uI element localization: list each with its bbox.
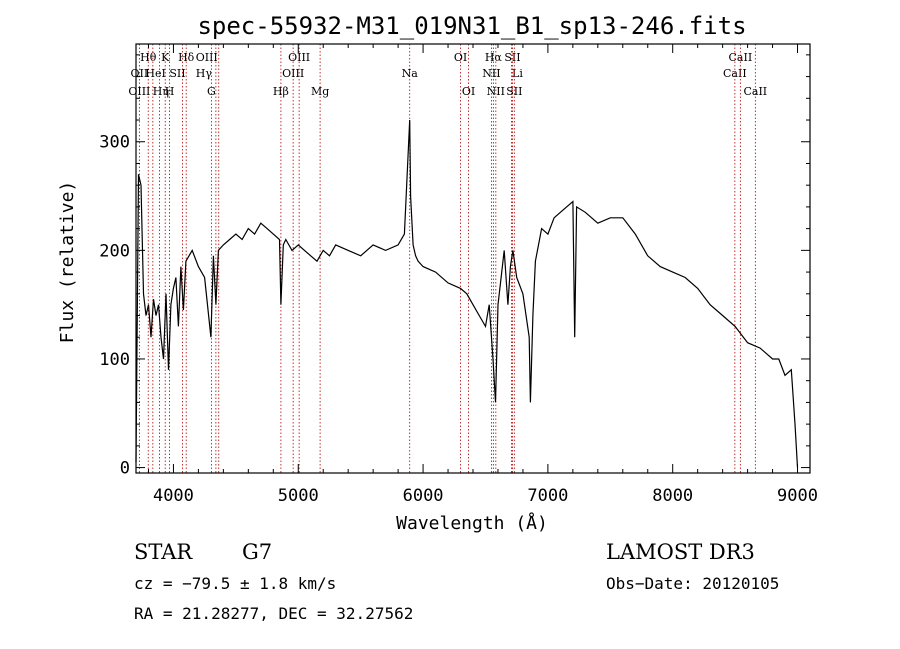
line-label: OI (462, 85, 475, 98)
x-axis-label: Wavelength (Å) (396, 512, 548, 534)
y-tick-label: 300 (99, 133, 130, 153)
observation-date: Obs−Date: 20120105 (606, 574, 779, 593)
redshift-velocity: cz = −79.5 ± 1.8 km/s (134, 574, 336, 593)
y-tick-label: 0 (120, 459, 130, 479)
line-label: K (161, 51, 170, 64)
line-label: Li (512, 67, 523, 80)
line-label: Hγ (196, 67, 213, 80)
y-tick-label: 200 (99, 241, 130, 261)
line-label: Hβ (273, 85, 289, 98)
line-label: Hδ (178, 51, 195, 64)
x-tick-label: 4000 (153, 486, 194, 506)
x-tick-label: 8000 (652, 486, 693, 506)
line-label: CaII (723, 67, 747, 80)
line-label: NII (487, 85, 505, 98)
line-label: Mg (311, 85, 329, 98)
line-label: OIII (128, 85, 150, 98)
coordinates: RA = 21.28277, DEC = 32.27562 (134, 604, 413, 623)
line-label: SII (169, 67, 185, 80)
line-label: Na (402, 67, 419, 80)
x-tick-label: 6000 (403, 486, 444, 506)
line-label: G (207, 85, 216, 98)
spectrum-line (135, 119, 799, 468)
line-label: H (165, 85, 175, 98)
line-label: SII (506, 85, 522, 98)
line-label: OIII (288, 51, 310, 64)
line-label: OIII (282, 67, 304, 80)
object-subclass: G7 (242, 540, 272, 564)
line-label: OIII (196, 51, 218, 64)
x-tick-label: 7000 (527, 486, 568, 506)
survey-release: LAMOST DR3 (606, 540, 755, 564)
line-label: NII (482, 67, 500, 80)
chart-title: spec-55932-M31_019N31_B1_sp13-246.fits (197, 12, 746, 40)
object-class: STAR (134, 540, 193, 564)
line-label: CaII (729, 51, 753, 64)
line-label: OI (454, 51, 467, 64)
y-tick-label: 100 (99, 350, 130, 370)
plot-frame (135, 43, 811, 474)
axis-ticks: 4000 5000 6000 7000 8000 9000 0 100 200 300 (99, 44, 818, 506)
line-label: CaII (743, 85, 767, 98)
line-label: Hθ (140, 51, 157, 64)
line-label: SII (504, 51, 520, 64)
line-label: HeI (145, 67, 165, 80)
x-tick-label: 5000 (278, 486, 319, 506)
line-label: Hα (485, 51, 503, 64)
x-tick-label: 9000 (777, 486, 818, 506)
line-label: Hη (153, 85, 169, 98)
line-label: OII (131, 67, 149, 80)
y-axis-label: Flux (relative) (57, 181, 78, 344)
